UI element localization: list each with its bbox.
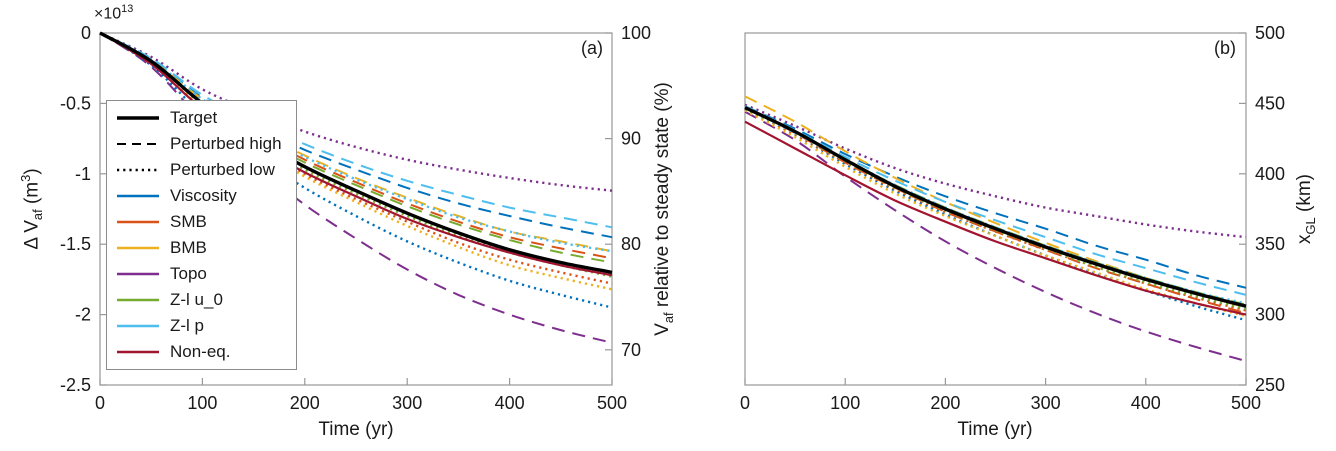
panel-a-y-tick-label-left: 0 [81, 23, 91, 43]
series-non-eq-panel-b [744, 120, 1247, 316]
panel-a-y-tick-label-left: -2.5 [60, 375, 91, 395]
panel-a-x-tick-label: 300 [392, 393, 422, 413]
legend-item-label: Topo [170, 264, 207, 283]
legend-item-label: Non-eq. [170, 342, 231, 361]
legend-line-sample-smb [117, 220, 159, 224]
panel-a-y-tick-label-left: -1.5 [60, 234, 91, 254]
series-z-l-p-high-panel-b [744, 105, 1247, 296]
series-viscosity-high-panel-b [744, 105, 1247, 289]
series-z-l-p-low-panel-a [99, 31, 613, 253]
panel-b-y-tick-label-right: 400 [1255, 164, 1285, 184]
legend-item-smb: SMB [115, 209, 282, 235]
series-non-eq-panel-a [99, 32, 613, 277]
legend-line-sample-non-eq [117, 350, 159, 354]
panel-b-y-tick-label-right: 450 [1255, 93, 1285, 113]
panel-a-y-tick-label-right: 70 [621, 340, 641, 360]
legend-line-sample-z-l-u-0 [117, 298, 159, 302]
legend-item-viscosity: Viscosity [115, 183, 282, 209]
panel-b-x-tick-label: 500 [1231, 393, 1261, 413]
panel-b-x-tick-label: 100 [830, 393, 860, 413]
panel-a-y-tick-label-left: -1 [75, 164, 91, 184]
legend-item-label: Viscosity [170, 186, 237, 205]
series-target-panel-a [99, 31, 613, 275]
series-viscosity-low-panel-a [99, 31, 613, 309]
panel-a-right-axis-label: Vaf relative to steady state (%) [652, 82, 676, 336]
legend-item-topo: Topo [115, 261, 282, 287]
series-z-l-u-0-low-panel-b [744, 107, 1247, 311]
legend-item-label: Perturbed low [170, 160, 275, 179]
legend-item-target: Target [115, 105, 282, 131]
panel-a-y-tick-label-left: -0.5 [60, 93, 91, 113]
legend-item-label: Target [170, 108, 218, 127]
legend-item-label: SMB [170, 212, 207, 231]
series-z-l-u-0-high-panel-a [99, 32, 613, 264]
legend-line-sample-perturbed-high [117, 143, 159, 145]
panel-b-letter: (b) [1214, 38, 1236, 58]
legend-item-perturbed-low: Perturbed low [115, 157, 282, 183]
legend-item-bmb: BMB [115, 235, 282, 261]
legend-line-sample-viscosity [117, 194, 159, 198]
panel-a-y-tick-label-left: -2 [75, 305, 91, 325]
panel-b-right-axis-label: xGL (km) [1294, 174, 1318, 244]
panel-a-x-tick-label: 200 [290, 393, 320, 413]
panel-b-x-tick-label: 400 [1131, 393, 1161, 413]
panel-b-y-tick-label-right: 350 [1255, 234, 1285, 254]
series-topo-low-panel-b [744, 103, 1247, 239]
panel-a-x-tick-label: 0 [95, 393, 105, 413]
panel-a-x-tick-label: 100 [187, 393, 217, 413]
panel-a-y-multiplier: ×1013 [94, 3, 134, 23]
legend-line-sample-perturbed-low [117, 168, 159, 172]
legend-line-sample-bmb [117, 246, 159, 250]
legend-line-sample-z-l-p [117, 324, 159, 328]
panel-a-letter: (a) [581, 38, 603, 58]
legend-line-sample-target [117, 116, 159, 120]
legend-item-label: Z-l p [170, 316, 204, 335]
panel-b-x-tick-label: 300 [1031, 393, 1061, 413]
legend-item-label: Z-l u_0 [170, 290, 223, 309]
series-smb-high-panel-a [99, 32, 613, 260]
panel-a-left-axis-label: Δ Vaf (m3) [18, 168, 46, 250]
series-viscosity-high-panel-a [99, 32, 613, 239]
panel-a-x-tick-label: 500 [597, 393, 627, 413]
panel-b-xlabel: Time (yr) [957, 419, 1033, 440]
series-bmb-low-panel-b [744, 109, 1247, 318]
series-z-l-p-high-panel-a [99, 32, 613, 229]
legend: Target Perturbed high Perturbed low Viscosi… [106, 100, 297, 370]
panel-a-xlabel: Time (yr) [318, 419, 394, 440]
series-viscosity-low-panel-b [744, 107, 1247, 322]
panel-b-y-tick-label-right: 250 [1255, 375, 1285, 395]
legend-item-label: BMB [170, 238, 207, 257]
panel-b-y-tick-label-right: 500 [1255, 23, 1285, 43]
panel-a-y-tick-label-right: 100 [621, 23, 651, 43]
legend-item-z-l-p: Z-l p [115, 313, 282, 339]
series-topo-low-panel-a [99, 31, 613, 192]
legend-item-z-l-u-0: Z-l u_0 [115, 287, 282, 313]
panel-b-y-tick-label-right: 300 [1255, 305, 1285, 325]
panel-a-y-tick-label-right: 80 [621, 234, 641, 254]
panel-a-y-tick-label-right: 90 [621, 129, 641, 149]
panel-b-x-tick-label: 0 [740, 393, 750, 413]
legend-item-non-eq: Non-eq. [115, 339, 282, 365]
series-smb-low-panel-b [744, 107, 1247, 312]
legend-item-label: Perturbed high [170, 134, 282, 153]
series-topo-high-panel-b [744, 110, 1247, 363]
panel-b-x-tick-label: 200 [930, 393, 960, 413]
series-bmb-high-panel-b [744, 95, 1247, 309]
legend-line-sample-topo [117, 272, 159, 276]
series-target-panel-b [744, 106, 1247, 308]
panel-a-x-tick-label: 400 [495, 393, 525, 413]
legend-item-perturbed-high: Perturbed high [115, 131, 282, 157]
panel-a-axes-box [99, 32, 613, 386]
panel-b-axes-box [744, 32, 1247, 386]
